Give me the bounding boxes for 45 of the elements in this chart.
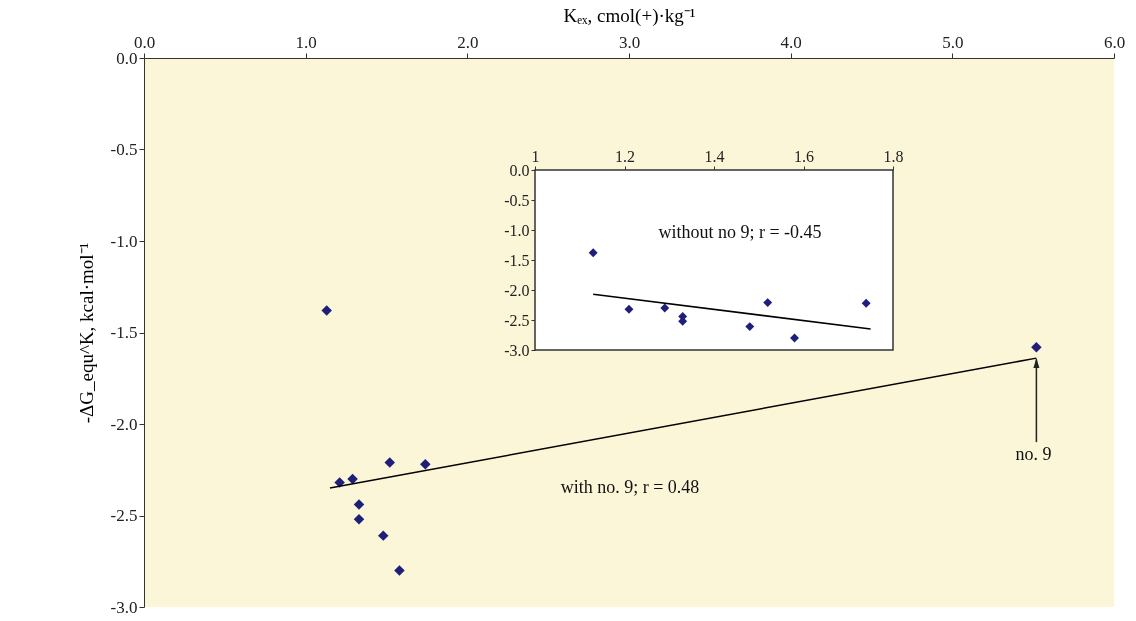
point: [378, 530, 389, 541]
y-tick-label: -3.0: [504, 341, 530, 359]
y-tick-label: -0.5: [504, 191, 530, 209]
point: [861, 298, 871, 308]
y-tick-label: -0.5: [110, 140, 138, 159]
point: [384, 457, 395, 468]
x-tick-label: 1: [531, 147, 540, 165]
y-tick-label: -2.5: [504, 311, 530, 329]
point: [334, 477, 345, 488]
y-axis-title: -ΔG_equ^K, kcal·mol⁻¹: [75, 242, 97, 424]
point: [353, 499, 365, 510]
y-tick-label: 0.0: [509, 161, 530, 179]
point: [745, 322, 755, 332]
point: [588, 248, 598, 258]
point: [321, 305, 332, 316]
point: [353, 513, 365, 525]
annotation: without no 9; r = -0.45: [658, 222, 822, 242]
x-tick-label: 4.0: [780, 32, 802, 52]
point: [763, 298, 773, 308]
point: [624, 304, 634, 314]
x-axis-title: Kₑₓ, cmol(+)·kg⁻¹: [563, 4, 696, 27]
y-tick-label: -1.0: [110, 231, 138, 251]
x-tick-label: 1.2: [615, 147, 635, 165]
x-tick-label: 2.0: [457, 32, 479, 52]
point: [660, 303, 670, 313]
x-tick-label: 1.4: [704, 147, 725, 165]
x-tick-label: 1.0: [295, 32, 317, 52]
point: [1031, 341, 1042, 353]
x-tick-label: 6.0: [1103, 32, 1126, 52]
y-tick-label: -3.0: [110, 597, 138, 617]
y-tick-label: -1.5: [110, 323, 138, 342]
x-tick-label: 3.0: [618, 32, 641, 52]
x-tick-label: 1.8: [883, 147, 904, 165]
annotation: no. 9: [1015, 444, 1052, 465]
y-tick-label: -2.5: [110, 506, 138, 525]
annotation: with no. 9; r = 0.48: [560, 477, 700, 497]
point: [394, 565, 405, 576]
point: [420, 459, 431, 470]
x-tick-label: 5.0: [942, 32, 964, 52]
y-tick-label: -1.5: [504, 251, 530, 269]
y-tick-label: -2.0: [504, 281, 530, 299]
point: [790, 333, 800, 343]
y-tick-label: -1.0: [504, 221, 530, 239]
x-tick-label: 1.6: [794, 147, 814, 165]
y-tick-label: -2.0: [110, 414, 138, 434]
